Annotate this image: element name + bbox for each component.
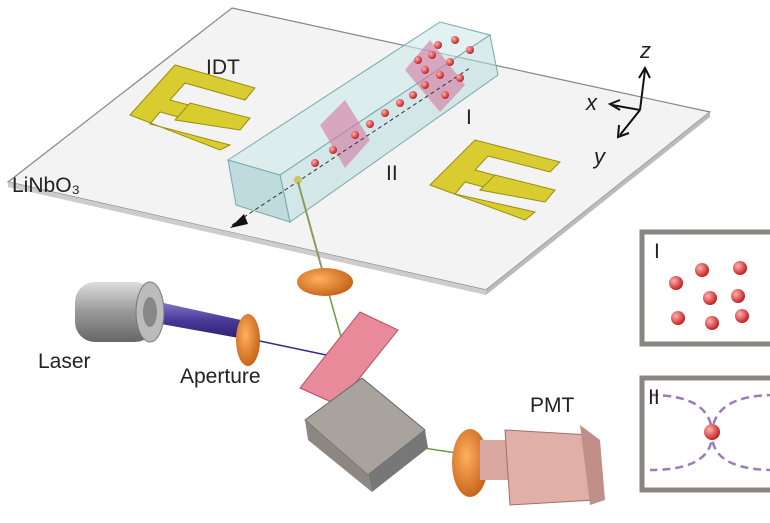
flow-axis	[231, 67, 471, 226]
particles	[311, 36, 474, 167]
axes-glyph	[607, 65, 651, 139]
label: Laser	[38, 350, 91, 373]
lens	[452, 429, 488, 497]
inset-particles	[669, 261, 749, 330]
label: IDT	[206, 56, 240, 79]
label: II	[386, 162, 398, 185]
beam-splitter	[299, 311, 399, 406]
axis-label: z	[639, 38, 651, 63]
prism	[304, 377, 428, 492]
label: PMT	[530, 394, 575, 417]
lens	[297, 268, 353, 296]
aperture	[236, 314, 260, 366]
plate-edge	[8, 182, 486, 295]
node-plane	[320, 100, 370, 168]
inset-label: I	[654, 240, 660, 263]
probe-spot	[294, 176, 302, 184]
label: Aperture	[180, 365, 261, 388]
pmt	[480, 425, 605, 506]
inset-particle	[704, 424, 720, 440]
label: I	[466, 106, 472, 129]
beam-path	[297, 181, 326, 281]
inset-label: II	[648, 386, 660, 409]
plate-edge	[486, 112, 710, 295]
axis-label: y	[592, 144, 607, 169]
label: LiNbO₃	[12, 174, 80, 197]
axis-label: x	[585, 90, 598, 115]
flow-arrow	[230, 214, 248, 228]
inset-frame	[639, 229, 770, 347]
idt-electrode	[129, 64, 561, 221]
laser	[75, 281, 250, 343]
